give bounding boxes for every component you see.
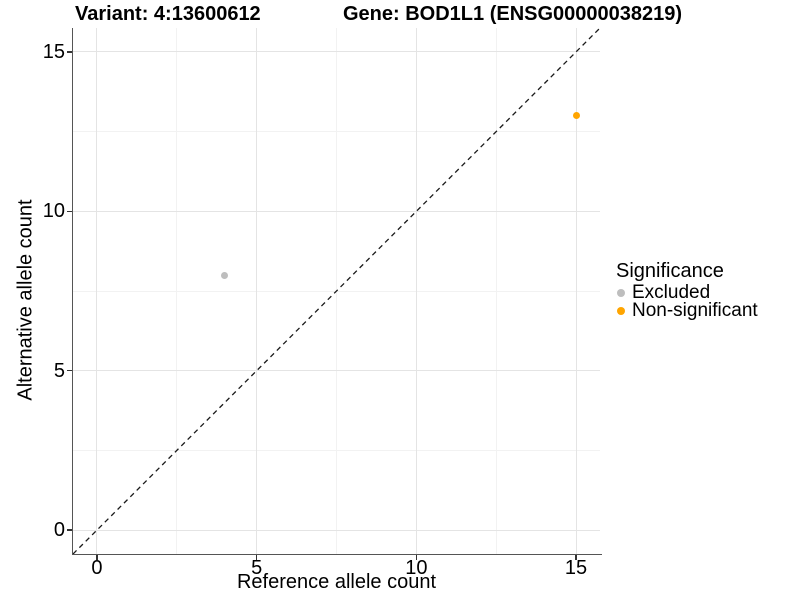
x-tick-mark — [96, 555, 98, 560]
y-tick-mark — [67, 369, 72, 372]
x-tick-mark — [255, 555, 258, 560]
x-axis-title: Reference allele count — [236, 571, 436, 593]
legend-title: Significance — [616, 260, 724, 282]
legend-entry-excluded: Excluded — [616, 282, 758, 303]
legend: Significance Excluded Non-significant — [616, 260, 758, 321]
non-significant-point-icon — [617, 307, 625, 315]
x-tick-label: 15 — [564, 557, 588, 579]
y-tick-label: 5 — [53, 359, 65, 382]
major-gridline-x — [256, 28, 258, 554]
y-tick-label: 10 — [42, 200, 65, 223]
x-tick-label: 5 — [251, 557, 263, 579]
plot-panel — [73, 28, 600, 554]
excluded-point-icon — [617, 289, 625, 297]
x-tick-label: 10 — [405, 557, 428, 579]
major-gridline-x — [96, 28, 98, 554]
y-tick-label: 0 — [53, 519, 65, 542]
x-tick-label: 0 — [91, 557, 103, 579]
x-tick-mark — [415, 555, 418, 560]
y-tick-mark — [67, 51, 72, 53]
major-gridline-y — [73, 370, 600, 372]
y-tick-mark — [67, 529, 72, 531]
legend-label-excluded: Excluded — [632, 282, 711, 303]
minor-gridline-y — [73, 131, 600, 133]
major-gridline-y — [73, 529, 600, 531]
y-tick-label: 15 — [42, 40, 65, 63]
legend-label-non-significant: Non-significant — [632, 300, 758, 321]
major-gridline-x — [415, 28, 417, 554]
y-tick-mark — [67, 210, 72, 213]
data-point-non-significant — [572, 112, 580, 120]
y-axis-line — [71, 28, 73, 555]
plot-title-gene: Gene: BOD1L1 (ENSG00000038219) — [343, 3, 683, 25]
major-gridline-x — [575, 28, 577, 554]
minor-gridline-y — [73, 449, 600, 451]
y-axis-title: Alternative allele count — [14, 199, 37, 401]
x-tick-mark — [575, 555, 577, 560]
identity-dashed-line — [73, 28, 600, 554]
data-point-excluded — [221, 271, 229, 279]
major-gridline-y — [73, 51, 600, 53]
plot-title-variant: Variant: 4:13600612 — [75, 3, 261, 25]
legend-entry-non-significant: Non-significant — [616, 300, 758, 321]
x-axis-line — [71, 553, 602, 555]
major-gridline-y — [73, 210, 600, 212]
